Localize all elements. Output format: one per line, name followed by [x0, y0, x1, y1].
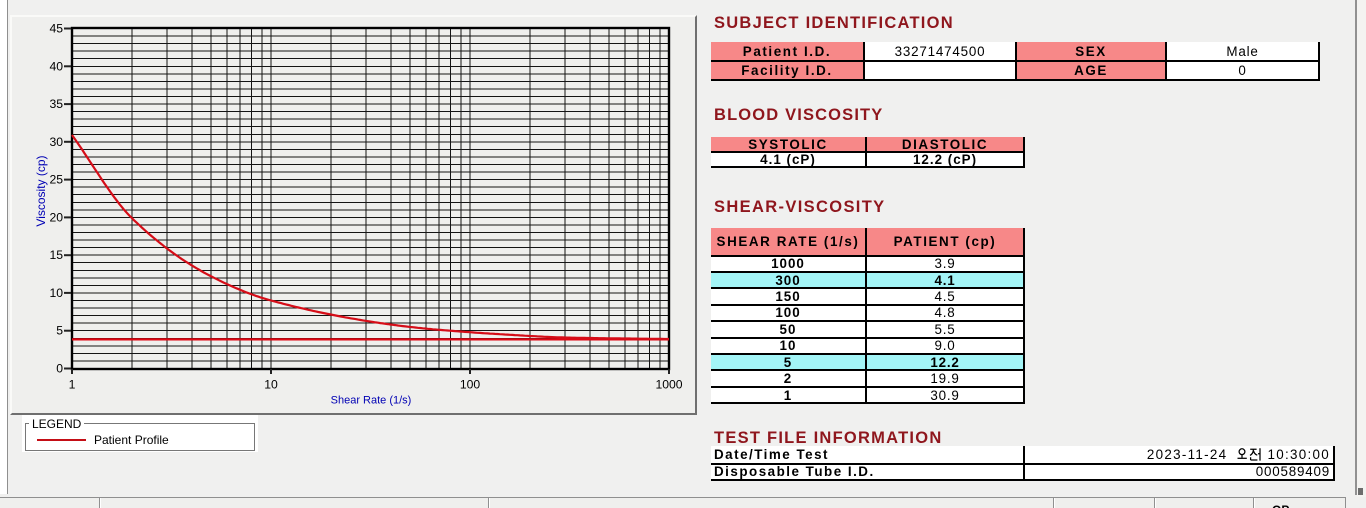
svg-text:Shear Rate (1/s): Shear Rate (1/s): [331, 395, 412, 407]
svg-text:40: 40: [49, 59, 63, 73]
svg-text:Viscosity (cp): Viscosity (cp): [34, 155, 48, 226]
svg-text:10: 10: [49, 286, 63, 300]
svg-text:20: 20: [49, 210, 63, 224]
svg-text:35: 35: [49, 97, 63, 111]
svg-text:10: 10: [264, 378, 278, 392]
svg-text:0: 0: [56, 362, 63, 376]
svg-text:5: 5: [56, 324, 63, 338]
svg-text:1000: 1000: [655, 378, 682, 392]
svg-text:15: 15: [49, 248, 63, 262]
svg-text:30: 30: [49, 135, 63, 149]
svg-text:25: 25: [49, 173, 63, 187]
svg-text:1: 1: [69, 378, 76, 392]
svg-text:45: 45: [49, 22, 63, 36]
svg-text:100: 100: [460, 378, 481, 392]
